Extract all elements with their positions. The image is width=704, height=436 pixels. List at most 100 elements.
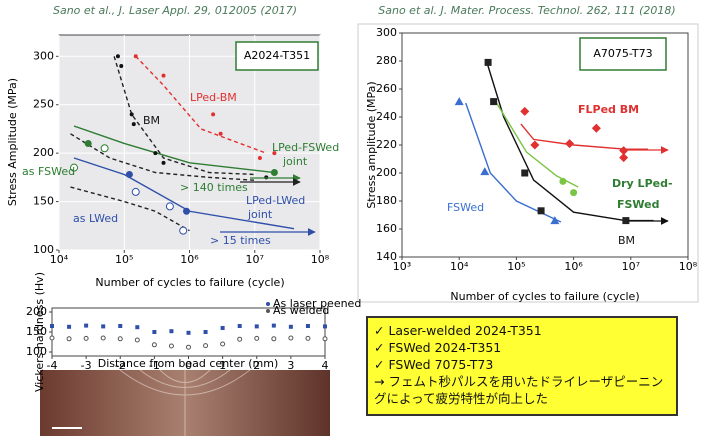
y-tick-label: 160 [376, 222, 397, 235]
x-axis-label: Number of cycles to failure (cycle) [95, 276, 284, 289]
x-axis-label: Distance from bead center (mm) [98, 357, 279, 370]
point [130, 112, 134, 116]
alloy-label: A2024-T351 [244, 49, 310, 62]
x-tick-label: 10⁵ [507, 260, 525, 273]
annotation: LPed-BM [190, 91, 237, 104]
x-tick-label: 3 [287, 359, 294, 372]
point [101, 324, 105, 328]
legend-marker [266, 309, 270, 313]
point [183, 208, 190, 215]
x-tick-label: 4 [322, 359, 329, 372]
x-tick-label: 10⁶ [180, 253, 199, 266]
point [559, 178, 566, 185]
point [187, 331, 191, 335]
summary-item: ✓ FSWed 2024-T351 [374, 339, 670, 356]
point [169, 329, 173, 333]
point [272, 324, 276, 328]
point [238, 324, 242, 328]
summary-item: → フェムト秒パルスを用いたドライレーザピーニングによって疲労特性が向上した [374, 373, 670, 407]
y-tick-label: 300 [376, 26, 397, 39]
annotation: Dry LPed- [612, 177, 673, 190]
point [166, 203, 173, 210]
x-tick-label: 10⁷ [622, 260, 640, 273]
point [219, 132, 223, 136]
point [153, 151, 157, 155]
point [258, 156, 262, 160]
point [306, 324, 310, 328]
x-tick-label: 10⁶ [564, 260, 583, 273]
x-tick-label: 10⁴ [450, 260, 469, 273]
y-axis-label: Stress Amplitude (MPa) [6, 78, 19, 206]
page: 10015020025030010⁴10⁵10⁶10⁷10⁸Number of … [0, 0, 704, 436]
x-tick-label: 10⁵ [115, 253, 133, 266]
point [84, 324, 88, 328]
point [289, 325, 293, 329]
point [118, 324, 122, 328]
annotation: FLPed BM [578, 103, 639, 116]
point [211, 112, 215, 116]
point [67, 325, 71, 329]
annotation: BM [618, 234, 635, 247]
annotation: joint [282, 155, 308, 168]
annotation: as LWed [73, 212, 118, 225]
point [126, 171, 133, 178]
summary-item: ✓ Laser-welded 2024-T351 [374, 322, 670, 339]
x-tick-label: 10³ [393, 260, 411, 273]
y-tick-label: 150 [33, 195, 54, 208]
point [132, 122, 136, 126]
point [162, 161, 166, 165]
point [490, 98, 497, 105]
point [118, 337, 122, 341]
point [538, 207, 545, 214]
annotation: FSWed [617, 198, 660, 211]
point [180, 227, 187, 234]
annotation: > 140 times [180, 181, 248, 194]
y-axis-label: Vickers hardness (Hv) [33, 272, 46, 392]
annotation: FSWed [447, 201, 484, 214]
citation: Sano et al., J. Laser Appl. 29, 012005 (… [53, 4, 297, 17]
point [289, 336, 293, 340]
point [238, 337, 242, 341]
point [323, 337, 327, 341]
point [323, 324, 327, 328]
legend-label: As welded [273, 304, 329, 317]
point [67, 337, 71, 341]
point [50, 324, 54, 328]
point [485, 59, 492, 66]
point [521, 170, 528, 177]
x-tick-label: 10⁴ [50, 253, 69, 266]
point [204, 330, 208, 334]
point [162, 74, 166, 78]
point [101, 145, 108, 152]
y-tick-label: 300 [33, 49, 54, 62]
annotation: joint [247, 208, 273, 221]
point [221, 342, 225, 346]
x-tick-label: 10⁸ [679, 260, 698, 273]
point [152, 330, 156, 334]
point [306, 336, 310, 340]
x-tick-label: -4 [47, 359, 58, 372]
annotation: BM [143, 114, 160, 127]
y-tick-label: 250 [33, 98, 54, 111]
point [570, 189, 577, 196]
annotation: LPed-FSWed [272, 141, 339, 154]
point [204, 344, 208, 348]
summary-box: ✓ Laser-welded 2024-T351✓ FSWed 2024-T35… [366, 316, 678, 416]
point [50, 336, 54, 340]
annotation: > 15 times [210, 234, 271, 247]
point [255, 324, 259, 328]
point [272, 337, 276, 341]
y-tick-label: 240 [376, 110, 397, 123]
citation: Sano et al. J. Mater. Process. Technol. … [378, 4, 675, 17]
point [169, 344, 173, 348]
point [84, 336, 88, 340]
y-tick-label: 220 [376, 138, 397, 151]
point [85, 140, 92, 147]
y-tick-label: 180 [376, 194, 397, 207]
y-tick-label: 280 [376, 54, 397, 67]
y-axis-label: Stress amplitude (MPa) [365, 81, 378, 208]
x-axis-label: Number of cycles to failure (cycle) [450, 290, 639, 303]
alloy-label: A7075-T73 [593, 47, 652, 60]
y-tick-label: 260 [376, 82, 397, 95]
x-tick-label: 10⁸ [311, 253, 330, 266]
